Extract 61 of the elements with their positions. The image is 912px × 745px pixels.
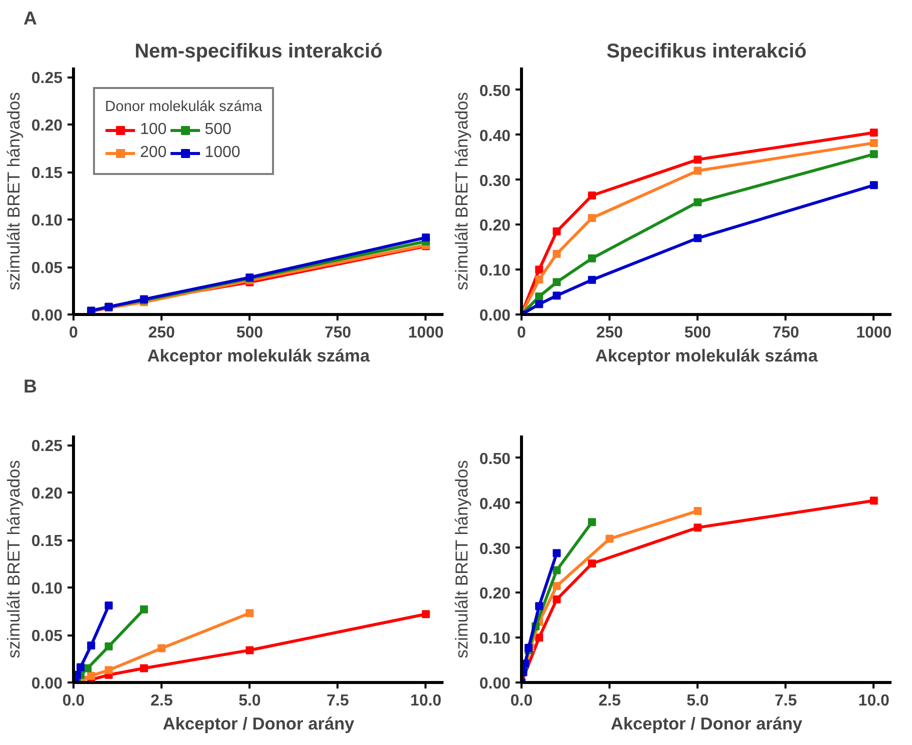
y-tick-label: 0.00 [479,676,511,692]
x-tick-label: 500 [236,324,264,342]
y-tick-label: 0.00 [31,676,63,692]
legend-title: Donor molekulák száma [105,99,262,115]
x-tick-label: 10.0 [410,692,442,710]
x-tick-label: 5.0 [238,692,261,710]
x-tick-label: 250 [148,324,176,342]
x-axis-title: Akceptor molekulák száma [147,346,370,366]
x-tick-label: 2.5 [598,692,621,710]
legend-label: 200 [140,144,167,162]
x-tick-label: 750 [324,324,352,342]
y-tick-label: 0.50 [479,82,511,100]
legend-label: 100 [140,121,167,139]
y-tick-label: 0.30 [479,540,511,558]
x-tick-label: 500 [684,324,712,342]
y-axis-title: szimulált BRET hányados [451,460,472,658]
x-tick-label: 1000 [856,324,892,342]
y-tick-label: 0.10 [31,580,63,598]
x-tick-label: 0 [69,324,78,342]
y-tick-label: 0.00 [31,308,63,324]
x-tick-label: 7.5 [774,692,798,710]
y-axis-title: szimulált BRET hányados [3,92,24,290]
y-tick-label: 0.10 [31,212,63,230]
x-tick-label: 0 [517,324,526,342]
y-tick-label: 0.20 [479,218,511,235]
legend-label: 500 [204,121,232,139]
y-tick-label: 0.15 [31,165,63,182]
x-tick-label: 5.0 [686,692,709,710]
x-tick-label: 750 [772,324,800,342]
x-axis-title: Akceptor / Donor arány [610,714,803,734]
x-tick-label: 7.5 [326,692,350,710]
chart-title: Specifikus interakció [606,40,807,62]
x-axis-title: Akceptor molekulák száma [595,346,818,366]
y-tick-label: 0.50 [479,450,511,468]
y-tick-label: 0.40 [479,496,511,513]
y-tick-label: 0.20 [31,486,63,502]
x-tick-label: 0.0 [62,692,85,710]
x-tick-label: 2.5 [150,692,173,710]
x-tick-label: 250 [596,324,624,342]
y-tick-label: 0.20 [479,586,511,603]
x-tick-label: 1000 [408,324,444,342]
text: A [24,8,37,28]
y-tick-label: 0.15 [31,533,63,550]
y-tick-label: 0.05 [31,628,63,645]
x-tick-label: 10.0 [858,692,890,710]
y-tick-label: 0.00 [479,308,511,324]
y-axis-title: szimulált BRET hányados [451,92,472,290]
y-tick-label: 0.20 [31,118,63,134]
y-axis-title: szimulált BRET hányados [3,460,24,658]
y-tick-label: 0.10 [479,630,511,648]
y-tick-label: 0.40 [479,128,511,145]
y-tick-label: 0.25 [31,438,63,455]
text: B [24,376,37,396]
y-tick-label: 0.10 [479,262,511,280]
legend-label: 1000 [204,144,240,162]
chart-title: Nem-specifikus interakció [134,40,382,62]
y-tick-label: 0.30 [479,172,511,190]
y-tick-label: 0.25 [31,70,63,87]
x-tick-label: 0.0 [510,692,533,710]
x-axis-title: Akceptor / Donor arány [162,714,355,734]
y-tick-label: 0.05 [31,260,63,277]
